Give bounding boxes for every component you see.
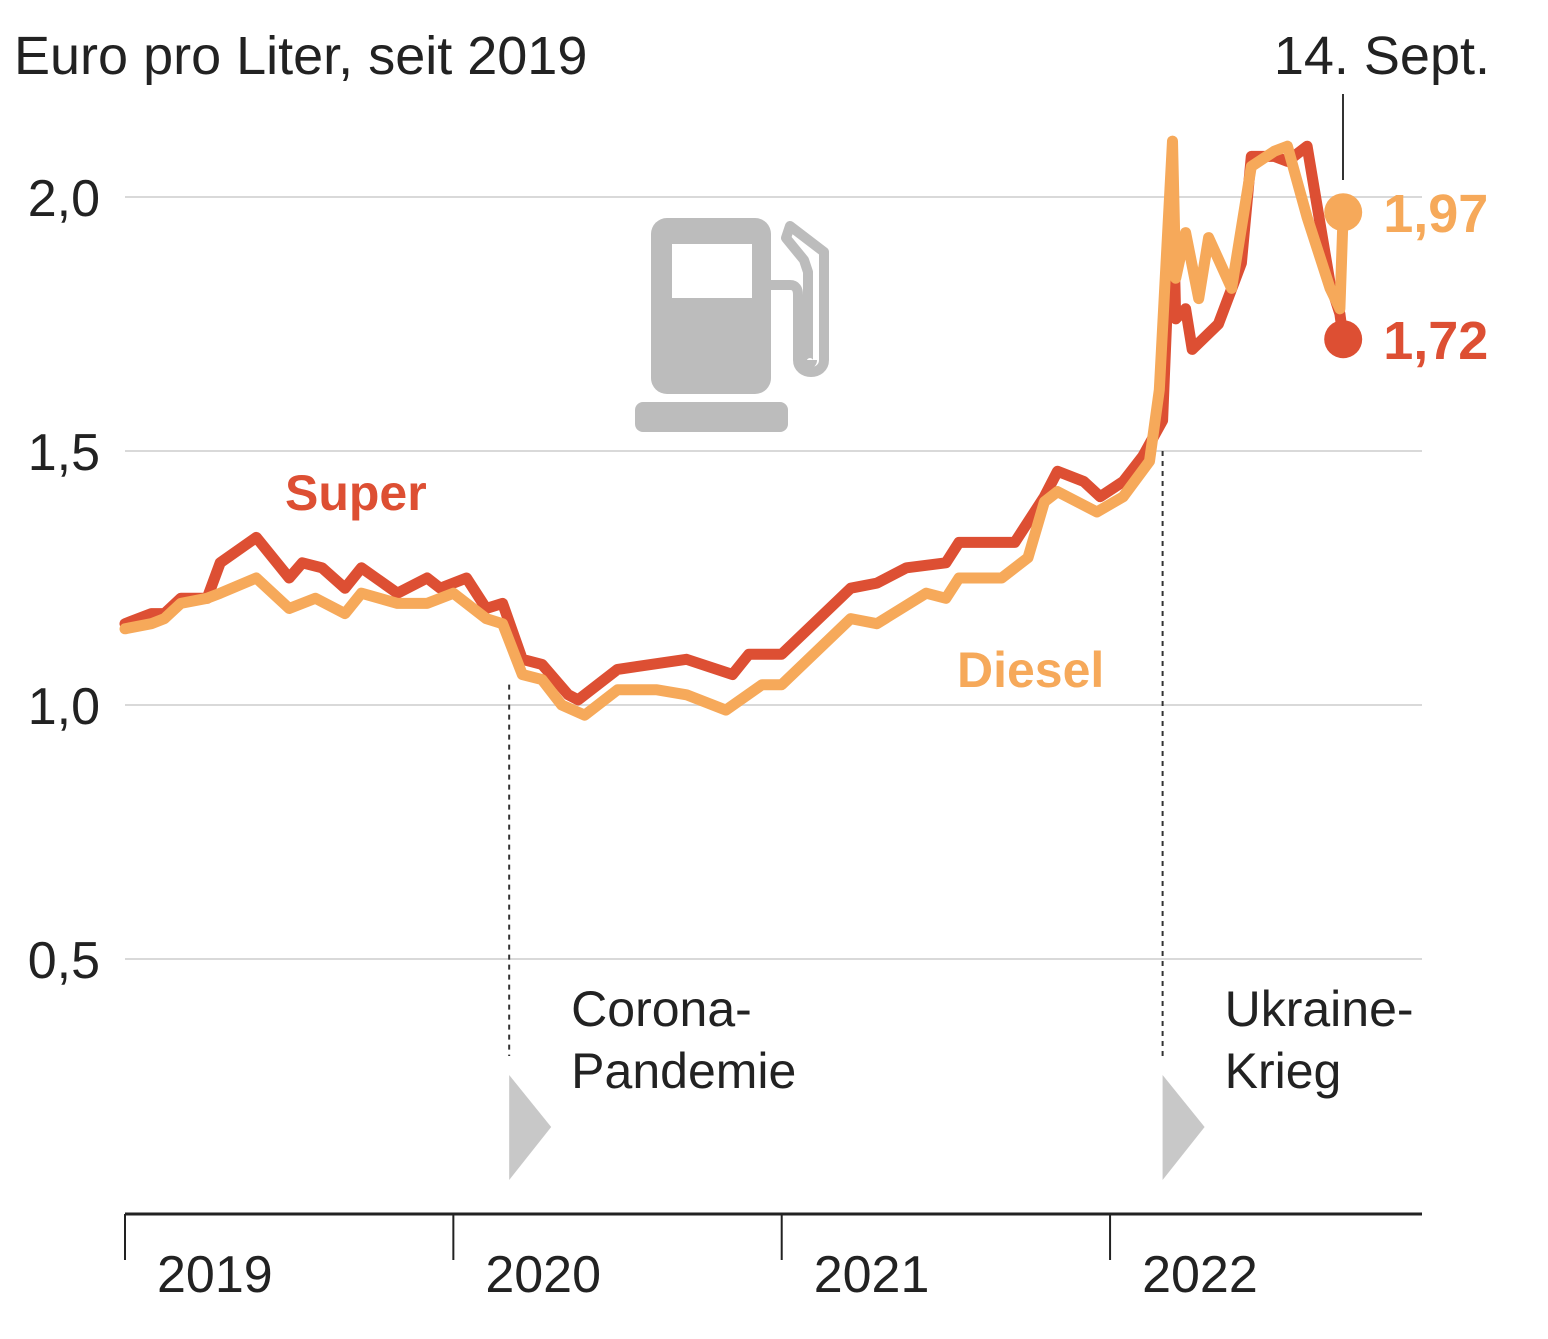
series-endpoint-super: [1324, 320, 1363, 359]
y-tick-label: 1,5: [28, 424, 100, 482]
event-label-line1: Corona-: [571, 981, 752, 1037]
series-end-label-super: 1,72: [1383, 311, 1488, 371]
event-label-line2: Krieg: [1225, 1043, 1342, 1099]
series-end-label-diesel: 1,97: [1383, 184, 1488, 244]
y-tick-label: 1,0: [28, 678, 100, 736]
x-tick-label: 2020: [485, 1246, 601, 1304]
chart-subtitle: Euro pro Liter, seit 2019: [14, 26, 587, 86]
y-tick-label: 2,0: [28, 170, 100, 228]
series-endpoint-diesel: [1324, 193, 1363, 232]
fuel-pump-icon: [635, 218, 829, 432]
event-label-line2: Pandemie: [571, 1043, 796, 1099]
event-label-line1: Ukraine-: [1225, 981, 1414, 1037]
x-tick-label: 2021: [814, 1246, 930, 1304]
series-name-label-super: Super: [285, 465, 427, 521]
event-marker-triangle: [509, 1075, 552, 1180]
x-tick-label: 2019: [157, 1246, 273, 1304]
series-line-diesel: [119, 135, 1349, 721]
y-tick-label: 0,5: [28, 932, 100, 990]
series-name-label-diesel: Diesel: [957, 642, 1104, 698]
series-line-super: [119, 140, 1349, 706]
x-tick-label: 2022: [1142, 1246, 1258, 1304]
event-marker-triangle: [1162, 1075, 1205, 1180]
date-label: 14. Sept.: [1274, 26, 1490, 86]
